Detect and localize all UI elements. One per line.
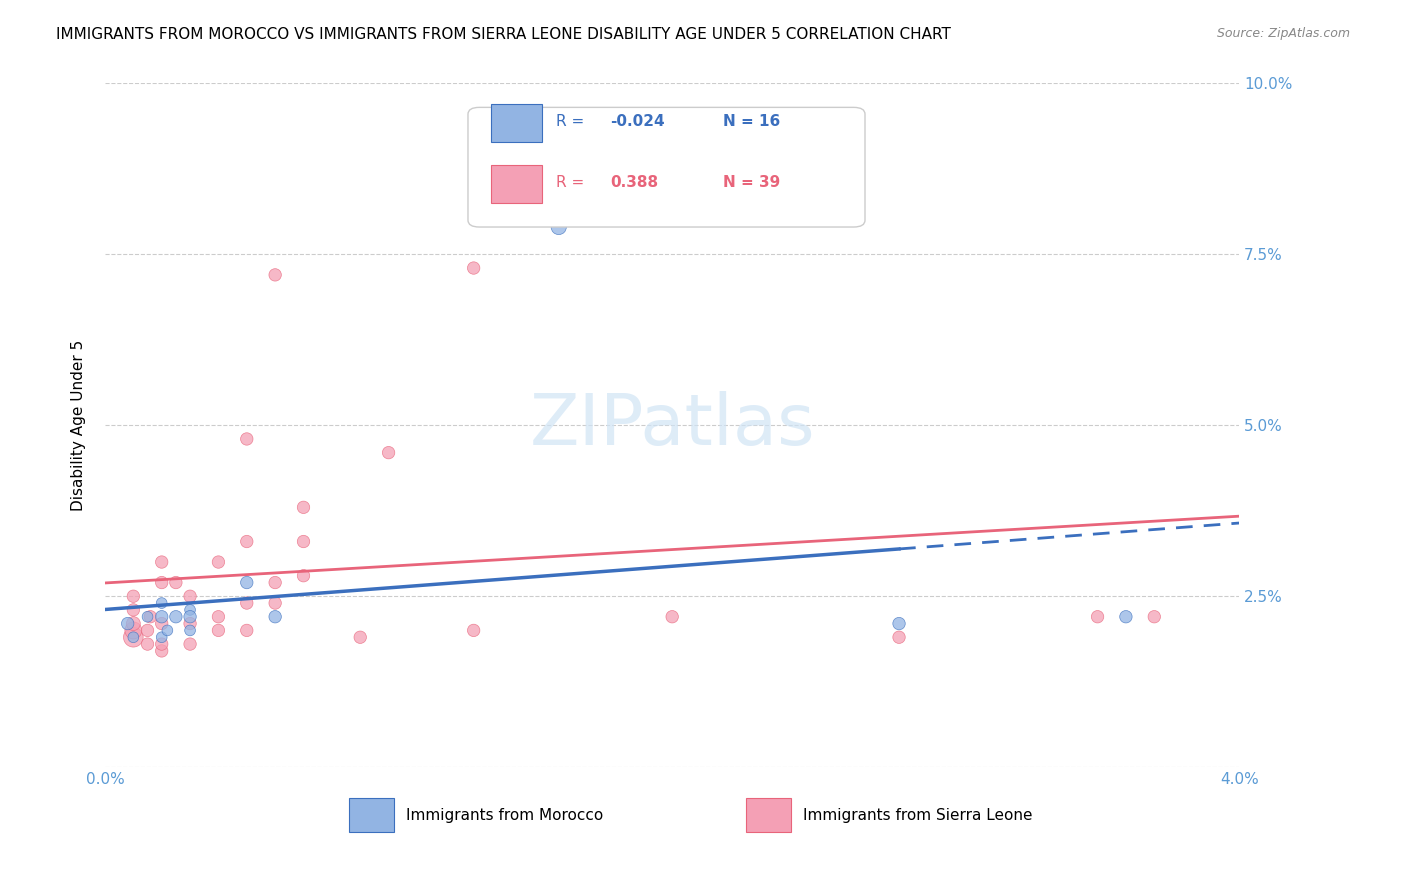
Point — [179, 589, 201, 603]
Point — [264, 575, 287, 590]
Point — [292, 500, 315, 515]
Text: 0.388: 0.388 — [610, 175, 658, 190]
Point — [150, 555, 173, 569]
Point — [156, 624, 179, 638]
Point — [236, 575, 259, 590]
Text: IMMIGRANTS FROM MOROCCO VS IMMIGRANTS FROM SIERRA LEONE DISABILITY AGE UNDER 5 C: IMMIGRANTS FROM MOROCCO VS IMMIGRANTS FR… — [56, 27, 950, 42]
Point — [179, 624, 201, 638]
Point — [122, 603, 145, 617]
FancyBboxPatch shape — [747, 798, 792, 832]
Point — [150, 575, 173, 590]
Text: Immigrants from Morocco: Immigrants from Morocco — [405, 807, 603, 822]
Point — [122, 630, 145, 644]
Point — [547, 220, 569, 235]
Point — [150, 616, 173, 631]
Point — [264, 609, 287, 624]
Point — [122, 589, 145, 603]
Point — [179, 603, 201, 617]
Text: R =: R = — [557, 175, 595, 190]
Text: Immigrants from Sierra Leone: Immigrants from Sierra Leone — [803, 807, 1032, 822]
Point — [1087, 609, 1109, 624]
Point — [292, 568, 315, 582]
Point — [136, 637, 159, 651]
Point — [264, 268, 287, 282]
Point — [179, 616, 201, 631]
Point — [887, 630, 910, 644]
Point — [150, 644, 173, 658]
FancyBboxPatch shape — [491, 104, 541, 142]
Point — [139, 609, 162, 624]
Point — [463, 260, 485, 275]
Text: N = 39: N = 39 — [723, 175, 780, 190]
Point — [122, 624, 145, 638]
Point — [576, 172, 599, 186]
Point — [236, 624, 259, 638]
Point — [150, 630, 173, 644]
FancyBboxPatch shape — [491, 166, 541, 203]
Point — [207, 609, 229, 624]
Point — [179, 637, 201, 651]
Text: R =: R = — [557, 113, 589, 128]
Point — [165, 609, 187, 624]
Point — [661, 609, 683, 624]
Point — [377, 445, 399, 459]
Point — [236, 596, 259, 610]
Y-axis label: Disability Age Under 5: Disability Age Under 5 — [72, 340, 86, 511]
Point — [136, 624, 159, 638]
Point — [264, 596, 287, 610]
Point — [207, 624, 229, 638]
Text: -0.024: -0.024 — [610, 113, 665, 128]
Text: Source: ZipAtlas.com: Source: ZipAtlas.com — [1216, 27, 1350, 40]
Point — [236, 432, 259, 446]
Point — [122, 616, 145, 631]
Point — [1143, 609, 1166, 624]
Point — [349, 630, 371, 644]
Point — [122, 630, 145, 644]
FancyBboxPatch shape — [349, 798, 394, 832]
Point — [463, 624, 485, 638]
Point — [236, 534, 259, 549]
Point — [165, 575, 187, 590]
Text: ZIPatlas: ZIPatlas — [529, 391, 815, 459]
Point — [136, 609, 159, 624]
Point — [1115, 609, 1137, 624]
Point — [150, 596, 173, 610]
Point — [207, 555, 229, 569]
Text: N = 16: N = 16 — [723, 113, 780, 128]
Point — [887, 616, 910, 631]
Point — [150, 609, 173, 624]
FancyBboxPatch shape — [468, 107, 865, 227]
Point — [292, 534, 315, 549]
Point — [117, 616, 139, 631]
Point — [179, 609, 201, 624]
Point — [150, 637, 173, 651]
